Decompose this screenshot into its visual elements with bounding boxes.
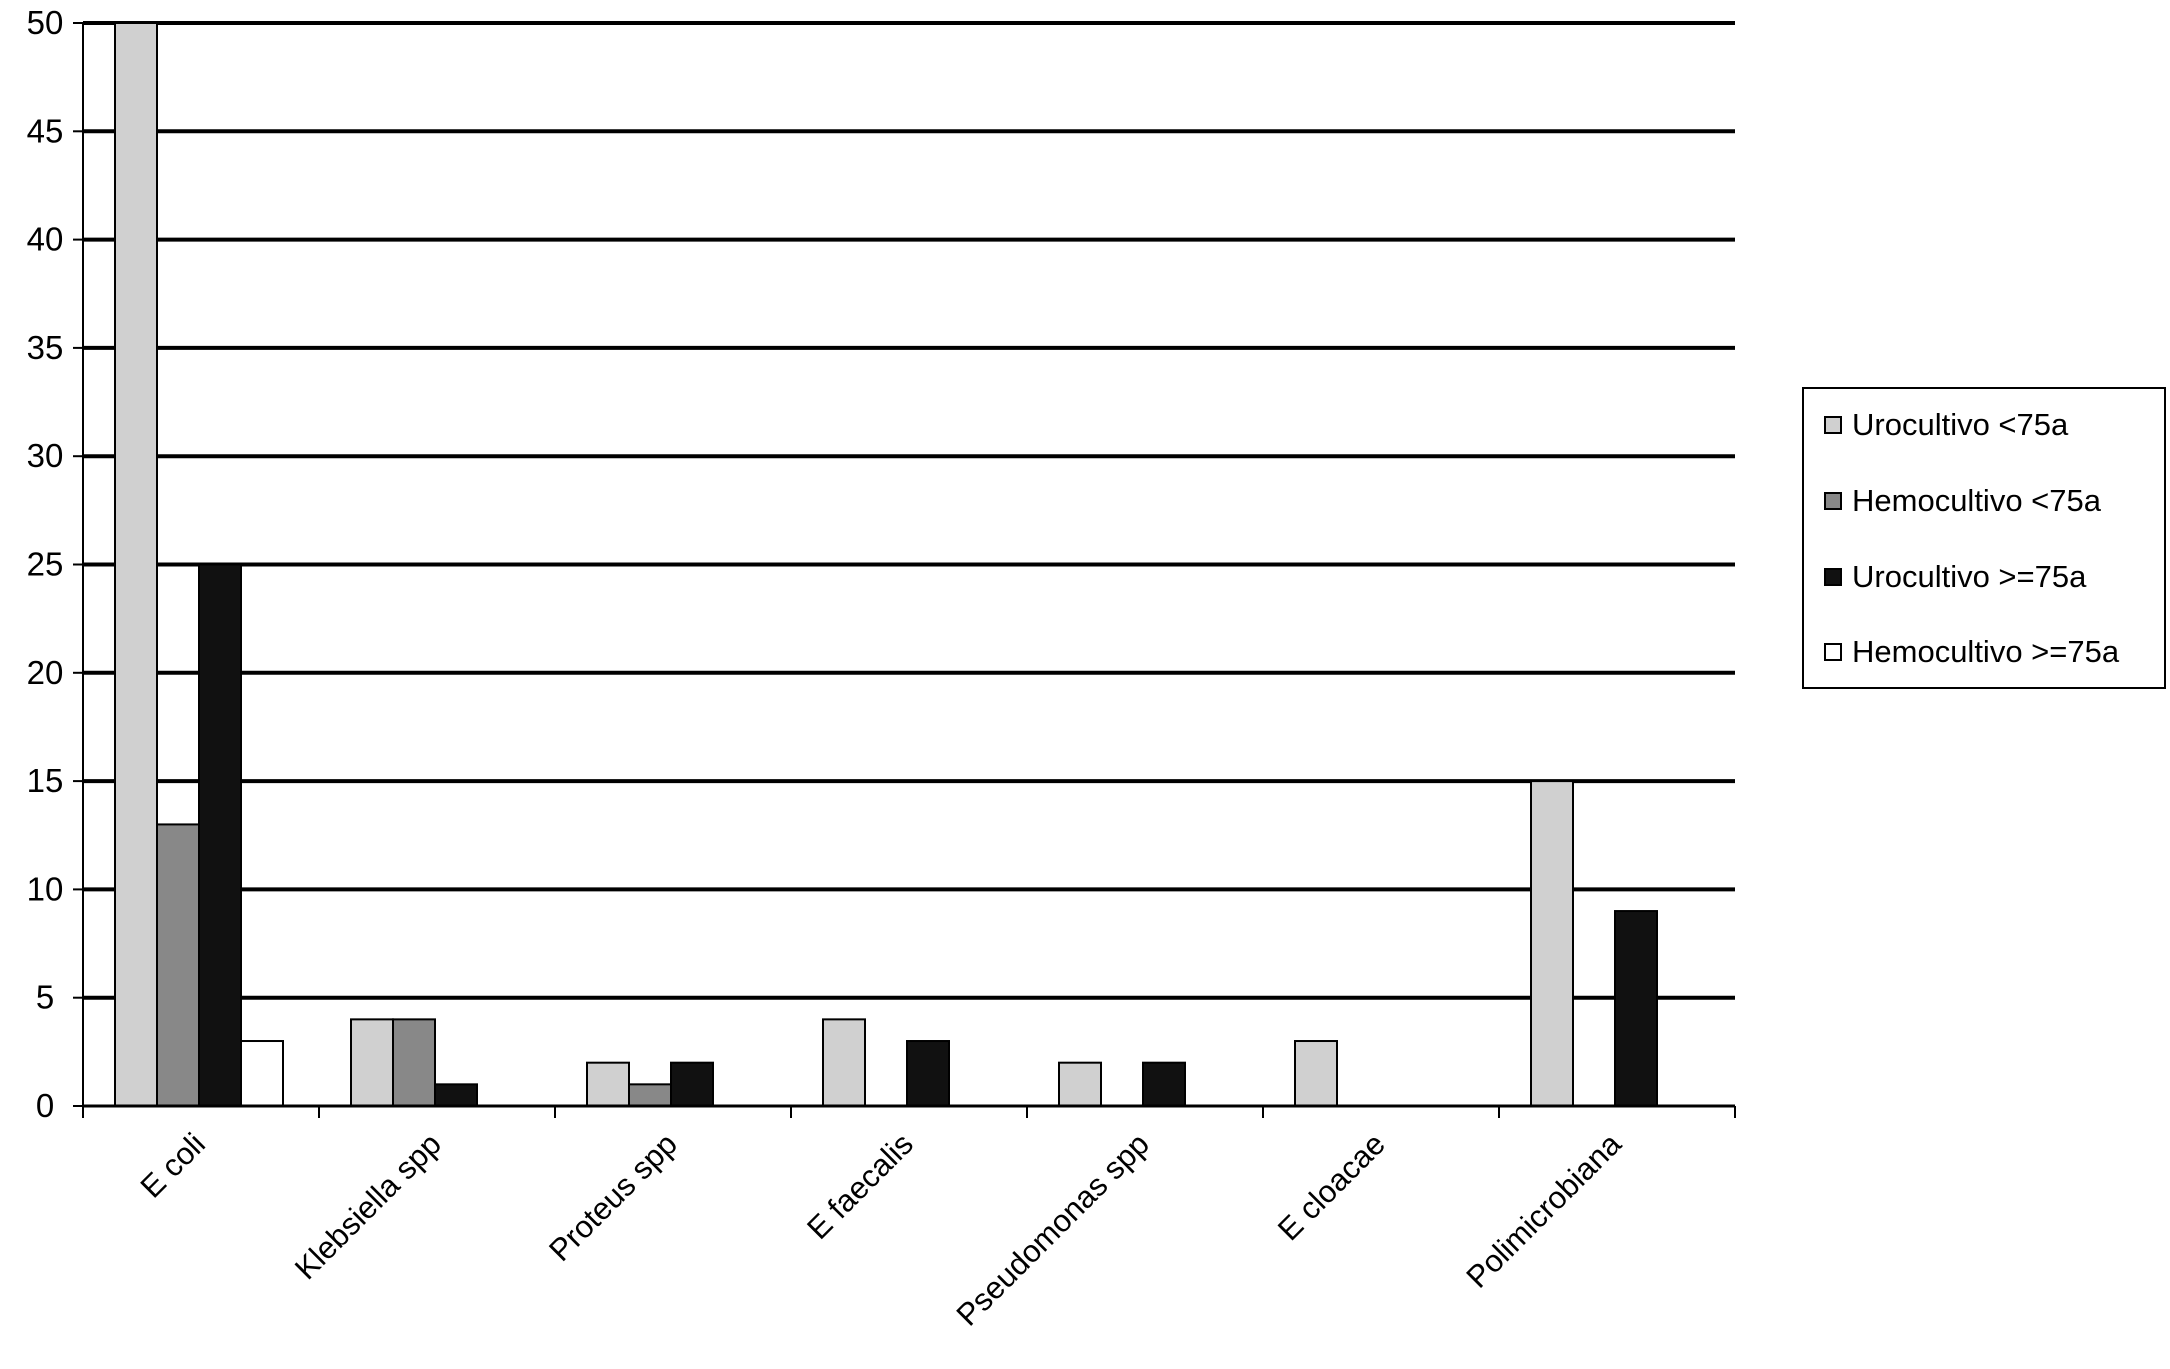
legend-label-hemocultivo-lt75: Hemocultivo <75a (1852, 483, 2101, 518)
x-tick-label-polimicrobiana: Polimicrobiana (1459, 1126, 1628, 1295)
y-tick-label-35: 35 (27, 329, 64, 366)
x-tick-label-klebsiella-spp: Klebsiella spp (288, 1126, 448, 1286)
bar-urocultivo-75a-e-faecalis (822, 1018, 866, 1107)
bar-hemocultivo-75a-proteus-spp (628, 1083, 672, 1107)
y-tick-label-45: 45 (27, 112, 64, 149)
legend-label-urocultivo-lt75: Urocultivo <75a (1852, 407, 2069, 442)
legend-item-urocultivo-lt75: Urocultivo <75a (1824, 405, 2068, 445)
legend-swatch-hemocultivo-ge75 (1824, 643, 1842, 661)
bar-urocultivo-75a-pseudomonas-spp (1058, 1061, 1102, 1108)
x-tick-labels: E coli Klebsiella spp Proteus spp E faecali… (134, 1126, 1629, 1333)
bar-hemocultivo-75a-e-coli (156, 823, 200, 1107)
x-tick-label-pseudomonas-spp: Pseudomonas spp (950, 1126, 1156, 1332)
y-tick-label-20: 20 (27, 654, 64, 691)
y-tick-label-30: 30 (27, 437, 64, 474)
bar-urocultivo-75a-e-cloacae (1294, 1040, 1338, 1108)
bar-urocultivo-75a-polimicrobiana (1530, 780, 1574, 1107)
bar-hemocultivo-75a-klebsiella-spp (392, 1018, 436, 1107)
x-tick-label-e-coli: E coli (134, 1126, 212, 1204)
y-tick-label-10: 10 (27, 870, 64, 907)
bar-urocultivo-75a-e-coli (114, 22, 158, 1107)
y-tick-label-15: 15 (27, 762, 64, 799)
legend-swatch-urocultivo-ge75 (1824, 568, 1842, 586)
y-tick-label-40: 40 (27, 221, 64, 258)
bar-urocultivo-75a-klebsiella-spp (434, 1083, 478, 1107)
bar-hemocultivo-75a-e-coli (240, 1040, 284, 1108)
legend-item-hemocultivo-lt75: Hemocultivo <75a (1824, 481, 2101, 521)
y-tick-label-0: 0 (36, 1087, 54, 1124)
y-tick-labels: 0 5 10 15 20 25 30 35 40 45 50 (27, 4, 64, 1124)
x-tick-label-proteus-spp: Proteus spp (542, 1126, 684, 1268)
legend-label-urocultivo-ge75: Urocultivo >=75a (1852, 559, 2087, 594)
legend: Urocultivo <75a Hemocultivo <75a Urocult… (1802, 387, 2166, 689)
gridlines (83, 21, 1735, 1000)
x-tick-label-e-cloacae: E cloacae (1271, 1126, 1392, 1247)
bar-urocultivo-75a-polimicrobiana (1614, 910, 1658, 1107)
axes (73, 22, 1736, 1118)
bar-urocultivo-75a-e-faecalis (906, 1040, 950, 1108)
legend-label-hemocultivo-ge75: Hemocultivo >=75a (1852, 634, 2120, 669)
legend-swatch-hemocultivo-lt75 (1824, 492, 1842, 510)
legend-swatch-urocultivo-lt75 (1824, 416, 1842, 434)
bar-urocultivo-75a-pseudomonas-spp (1142, 1061, 1186, 1108)
legend-item-hemocultivo-ge75: Hemocultivo >=75a (1824, 632, 2119, 672)
legend-item-urocultivo-ge75: Urocultivo >=75a (1824, 557, 2086, 597)
y-tick-label-25: 25 (27, 546, 64, 583)
x-tick-label-e-faecalis: E faecalis (800, 1126, 920, 1246)
bar-urocultivo-75a-e-coli (198, 563, 242, 1107)
y-tick-label-5: 5 (36, 979, 54, 1016)
bar-urocultivo-75a-klebsiella-spp (350, 1018, 394, 1107)
bar-urocultivo-75a-proteus-spp (670, 1061, 714, 1108)
y-tick-label-50: 50 (27, 4, 64, 41)
bar-urocultivo-75a-proteus-spp (586, 1061, 630, 1108)
